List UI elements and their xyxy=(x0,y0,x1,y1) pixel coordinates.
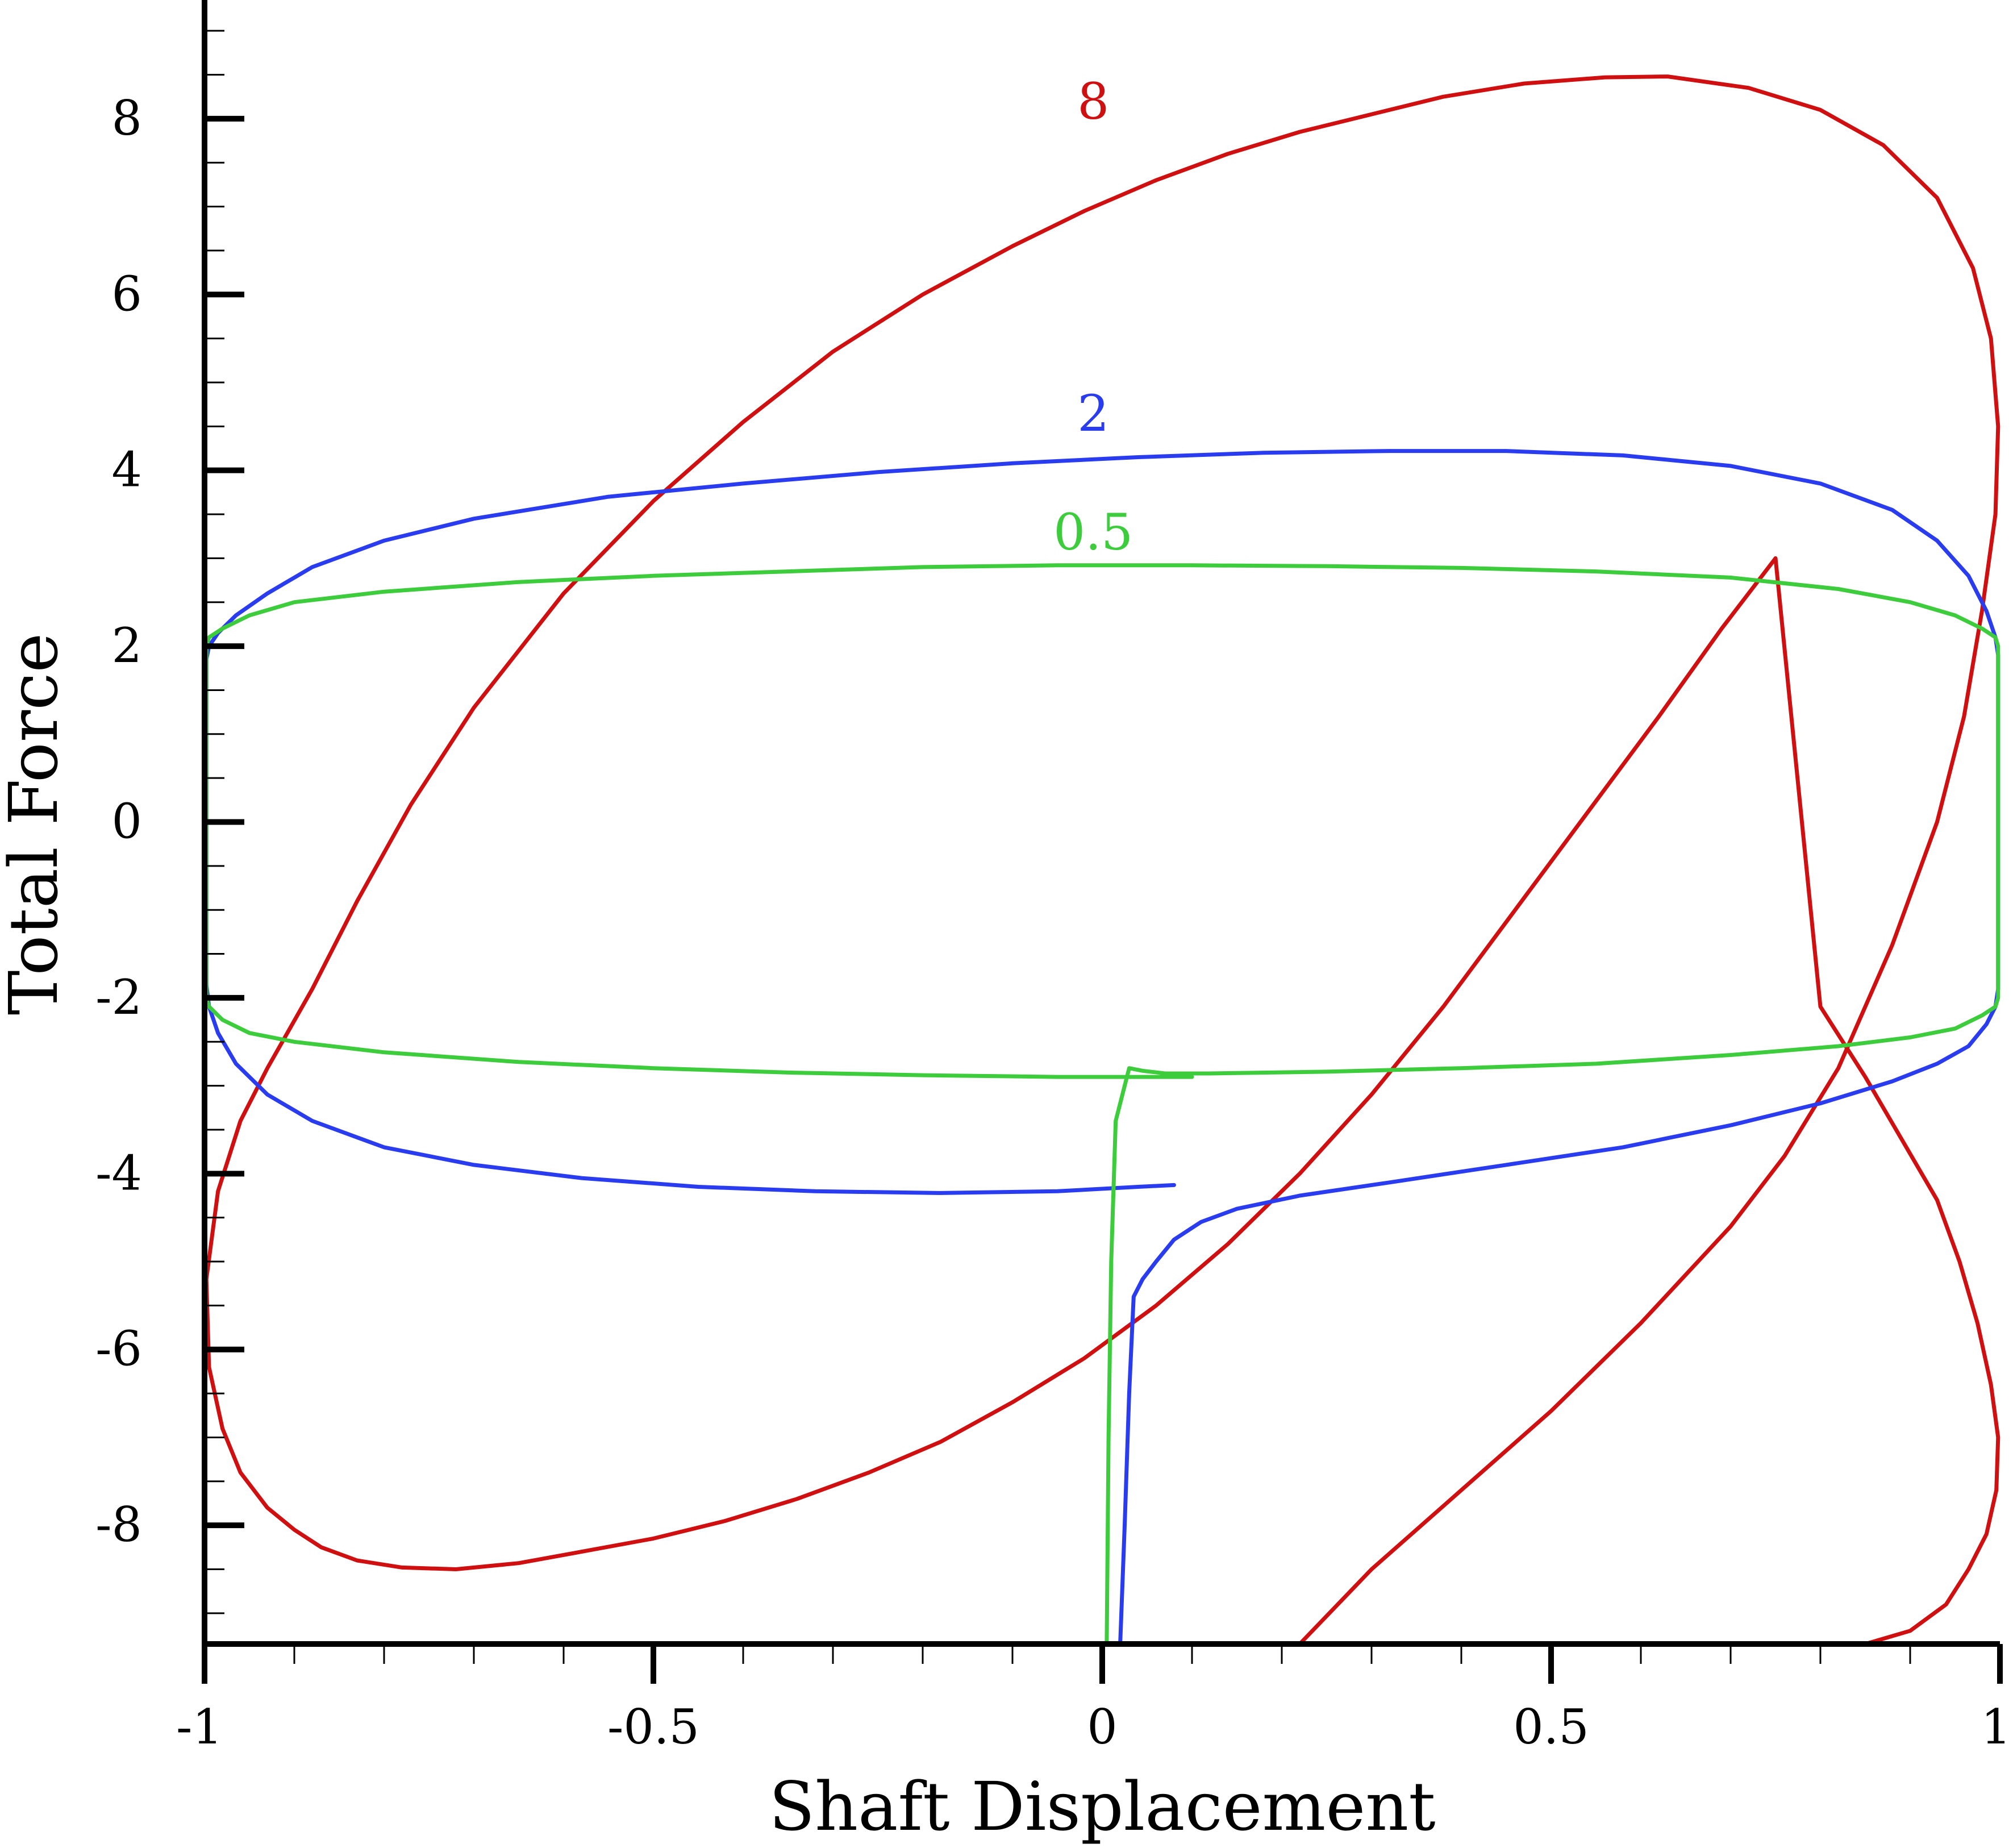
x-tick-label: 0.5 xyxy=(1513,1699,1589,1755)
x-tick-label: -0.5 xyxy=(607,1699,699,1755)
y-axis-title: Total Force xyxy=(0,633,73,1015)
y-tick-label: 4 xyxy=(112,442,142,498)
y-tick-label: -8 xyxy=(95,1497,142,1553)
y-tick-label: -2 xyxy=(95,969,142,1025)
y-tick-label: 2 xyxy=(112,618,142,673)
x-tick-label: 1 xyxy=(1981,1699,2011,1755)
y-tick-label: -4 xyxy=(95,1145,142,1201)
series-line-0 xyxy=(204,74,2001,1646)
curve-label-0: 8 xyxy=(1077,72,1109,131)
x-tick-label: -1 xyxy=(176,1699,223,1755)
x-tick-label: 0 xyxy=(1087,1699,1117,1755)
series-line-2 xyxy=(204,563,2001,1646)
series-line-1 xyxy=(204,449,2001,1646)
y-tick-label: 6 xyxy=(112,266,142,322)
curve-label-2: 0.5 xyxy=(1053,503,1133,561)
x-axis-title: Shaft Displacement xyxy=(769,1767,1435,1845)
curve-label-1: 2 xyxy=(1077,384,1109,443)
y-tick-label: 8 xyxy=(112,90,142,146)
y-tick-label: -6 xyxy=(95,1321,142,1377)
y-tick-label: 0 xyxy=(112,794,142,850)
